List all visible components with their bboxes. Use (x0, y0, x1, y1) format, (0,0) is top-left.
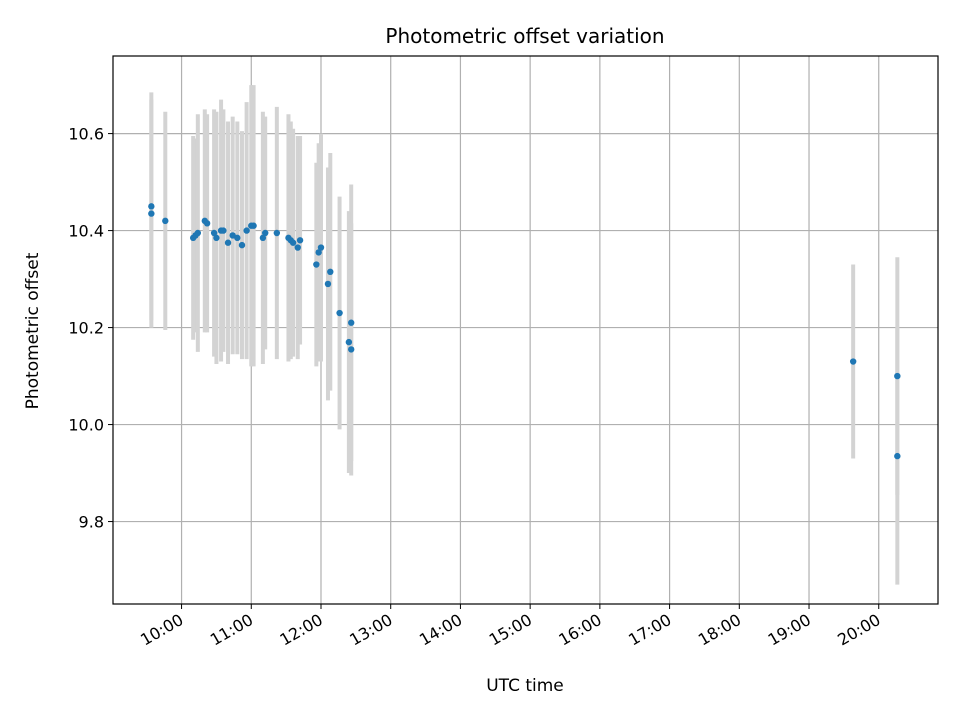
data-point (348, 346, 355, 353)
data-point (262, 229, 269, 237)
data-point (243, 227, 250, 234)
data-point (194, 229, 202, 237)
data-point (289, 239, 297, 246)
data-point (313, 261, 320, 268)
data-point (324, 280, 332, 288)
y-tick-label: 10.2 (68, 319, 104, 338)
data-point (317, 244, 325, 251)
data-point (296, 237, 304, 244)
data-point (203, 220, 211, 227)
data-point (894, 372, 901, 380)
data-point (259, 234, 267, 242)
data-point (250, 222, 257, 229)
chart-title: Photometric offset variation (385, 24, 664, 48)
grid-lines (113, 56, 938, 604)
data-point (327, 268, 334, 276)
data-point (849, 358, 857, 365)
data-point (345, 338, 353, 346)
data-point (162, 217, 169, 225)
data-point (315, 249, 322, 256)
y-axis-label: Photometric offset (23, 252, 43, 409)
plot-frame (112, 55, 939, 605)
data-point (348, 319, 355, 326)
data-point (220, 227, 227, 234)
data-point (224, 239, 232, 246)
y-tick-label: 10.0 (68, 416, 104, 435)
data-points (148, 203, 901, 460)
data-point (336, 309, 343, 317)
data-point (273, 229, 281, 237)
data-point (210, 229, 218, 237)
data-point (894, 452, 901, 460)
data-point (213, 234, 220, 242)
data-point (234, 234, 241, 242)
data-point (294, 244, 301, 251)
x-axis-label: UTC time (486, 676, 564, 696)
y-axis-ticks: 9.8 10.0 10.2 10.4 10.6 (68, 125, 113, 532)
y-tick-label: 9.8 (79, 513, 104, 532)
data-point (148, 210, 155, 217)
data-point (238, 241, 246, 249)
data-point (148, 203, 155, 210)
y-tick-label: 10.6 (68, 125, 104, 144)
y-tick-label: 10.4 (68, 222, 104, 241)
